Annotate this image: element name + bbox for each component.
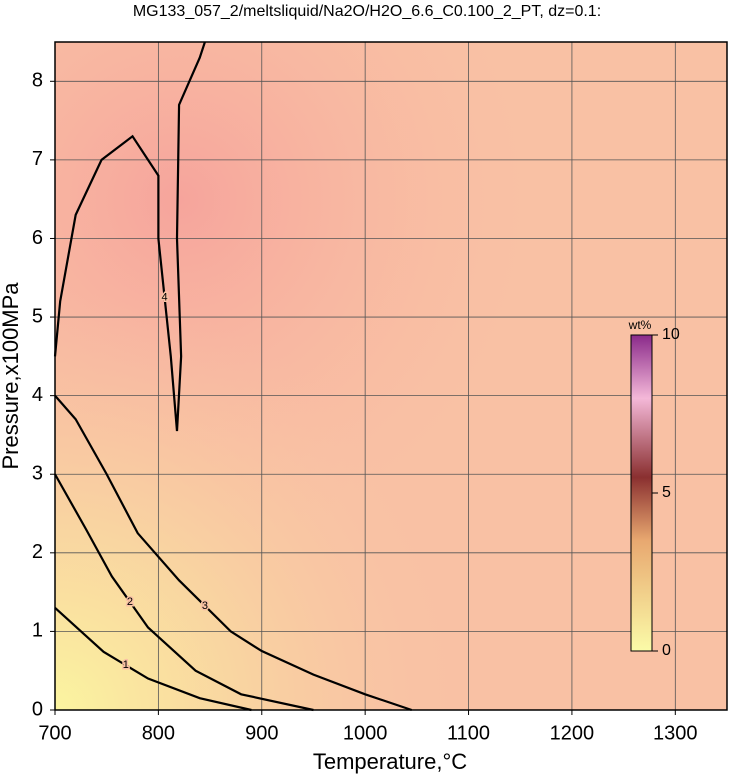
x-tick-label: 700 bbox=[38, 722, 71, 744]
y-tick-label: 0 bbox=[32, 698, 43, 720]
contour-line bbox=[53, 41, 206, 432]
x-axis-label: Temperature,°C bbox=[313, 749, 467, 774]
y-axis-label: Pressure,x100MPa bbox=[0, 282, 23, 470]
colorbar-tick-label: 10 bbox=[662, 326, 680, 343]
x-tick-label: 1300 bbox=[653, 722, 698, 744]
y-tick-label: 5 bbox=[32, 305, 43, 327]
contour-label: 2 bbox=[127, 596, 133, 608]
y-tick-label: 4 bbox=[32, 384, 43, 406]
colorbar-tick-label: 5 bbox=[662, 484, 671, 501]
y-tick-label: 6 bbox=[32, 227, 43, 249]
colorbar-tick-label: 0 bbox=[662, 642, 671, 659]
colorbar bbox=[630, 334, 653, 652]
y-tick-label: 1 bbox=[32, 620, 43, 642]
x-tick-label: 800 bbox=[142, 722, 175, 744]
x-tick-label: 1000 bbox=[343, 722, 388, 744]
contour-label: 1 bbox=[123, 659, 129, 671]
x-tick-label: 900 bbox=[245, 722, 278, 744]
y-tick-label: 2 bbox=[32, 541, 43, 563]
plot-frame bbox=[54, 41, 728, 711]
x-tick-label: 1200 bbox=[550, 722, 595, 744]
x-tick-label: 1100 bbox=[447, 722, 490, 744]
y-tick-label: 7 bbox=[32, 148, 43, 170]
y-tick-label: 3 bbox=[32, 463, 43, 485]
plot-shading bbox=[55, 42, 727, 710]
chart-title: MG133_057_2/meltsliquid/Na2O/H2O_6.6_C0.… bbox=[133, 3, 601, 20]
contour-line bbox=[54, 473, 314, 712]
colorbar-label: wt% bbox=[628, 318, 652, 332]
contour-label: 3 bbox=[202, 600, 208, 612]
y-tick-label: 8 bbox=[32, 70, 43, 92]
contour-line bbox=[54, 394, 413, 712]
contour-line bbox=[54, 607, 252, 712]
contour-label: 4 bbox=[162, 291, 168, 303]
